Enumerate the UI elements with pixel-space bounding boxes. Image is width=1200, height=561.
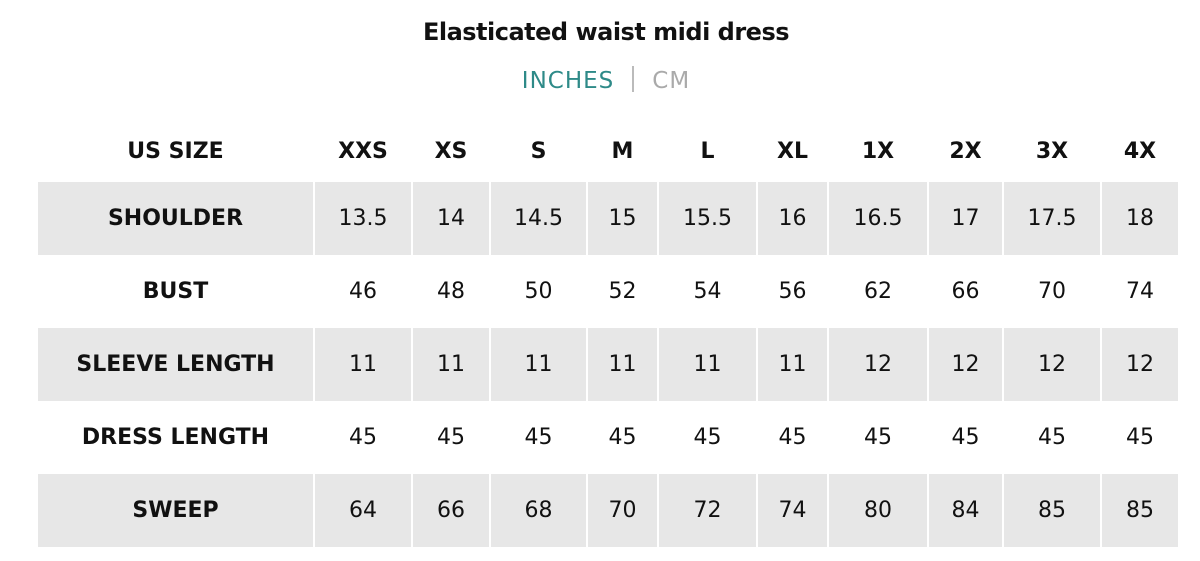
measurement-cell: 62	[827, 255, 928, 328]
size-header: 1X	[827, 120, 928, 182]
measurement-cell: 64	[313, 474, 412, 547]
unit-cm-button[interactable]: CM	[652, 68, 691, 94]
measurement-cell: 12	[927, 328, 1003, 401]
measurement-cell: 14.5	[489, 182, 587, 255]
measurement-cell: 45	[586, 401, 658, 474]
size-header: 2X	[927, 120, 1003, 182]
measurement-cell: 74	[1100, 255, 1178, 328]
size-header: S	[489, 120, 587, 182]
measurement-cell: 45	[657, 401, 757, 474]
measurement-cell: 66	[927, 255, 1003, 328]
row-label: DRESS LENGTH	[36, 401, 314, 474]
measurement-cell: 12	[1100, 328, 1178, 401]
measurement-cell: 13.5	[313, 182, 412, 255]
table-row: BUST 46 48 50 52 54 56 62 66 70 74	[36, 255, 1178, 328]
table-row: SWEEP 64 66 68 70 72 74 80 84 85 85	[36, 474, 1178, 547]
measurement-cell: 16.5	[827, 182, 928, 255]
measurement-cell: 45	[1002, 401, 1101, 474]
measurement-cell: 12	[1002, 328, 1101, 401]
measurement-cell: 68	[489, 474, 587, 547]
measurement-cell: 46	[313, 255, 412, 328]
measurement-cell: 85	[1002, 474, 1101, 547]
measurement-cell: 52	[586, 255, 658, 328]
size-header: XL	[756, 120, 828, 182]
row-label: SHOULDER	[36, 182, 314, 255]
measurement-cell: 45	[1100, 401, 1178, 474]
measurement-cell: 72	[657, 474, 757, 547]
measurement-cell: 45	[827, 401, 928, 474]
measurement-cell: 14	[411, 182, 490, 255]
size-header: M	[586, 120, 658, 182]
unit-toggle: INCHES CM	[0, 66, 1200, 94]
measurement-cell: 11	[756, 328, 828, 401]
header-row: US SIZE XXS XS S M L XL 1X 2X 3X 4X	[36, 120, 1178, 182]
measurement-cell: 56	[756, 255, 828, 328]
row-label: SLEEVE LENGTH	[36, 328, 314, 401]
measurement-cell: 50	[489, 255, 587, 328]
measurement-cell: 11	[411, 328, 490, 401]
table-row: SHOULDER 13.5 14 14.5 15 15.5 16 16.5 17 17.5 18	[36, 182, 1178, 255]
measurement-cell: 48	[411, 255, 490, 328]
measurement-cell: 70	[1002, 255, 1101, 328]
size-header: XXS	[313, 120, 412, 182]
measurement-cell: 11	[313, 328, 412, 401]
measurement-cell: 74	[756, 474, 828, 547]
page-title: Elasticated waist midi dress	[422, 18, 790, 46]
measurement-cell: 18	[1100, 182, 1178, 255]
measurement-cell: 45	[756, 401, 828, 474]
measurement-cell: 15	[586, 182, 658, 255]
size-header: 3X	[1002, 120, 1101, 182]
measurement-cell: 15.5	[657, 182, 757, 255]
measurement-cell: 70	[586, 474, 658, 547]
measurement-cell: 80	[827, 474, 928, 547]
size-label-header: US SIZE	[36, 120, 314, 182]
measurement-cell: 45	[313, 401, 412, 474]
size-header: XS	[411, 120, 490, 182]
measurement-cell: 12	[827, 328, 928, 401]
measurement-cell: 11	[657, 328, 757, 401]
measurement-cell: 54	[657, 255, 757, 328]
measurement-cell: 11	[489, 328, 587, 401]
measurement-cell: 45	[411, 401, 490, 474]
size-header: L	[657, 120, 757, 182]
measurement-cell: 85	[1100, 474, 1178, 547]
measurement-cell: 45	[489, 401, 587, 474]
unit-inches-button[interactable]: INCHES	[521, 68, 615, 94]
row-label: SWEEP	[36, 474, 314, 547]
measurement-cell: 84	[927, 474, 1003, 547]
size-header: 4X	[1100, 120, 1178, 182]
table-row: DRESS LENGTH 45 45 45 45 45 45 45 45 45 45	[36, 401, 1178, 474]
measurement-cell: 16	[756, 182, 828, 255]
measurement-cell: 17	[927, 182, 1003, 255]
table-row: SLEEVE LENGTH 11 11 11 11 11 11 12 12 12 12	[36, 328, 1178, 401]
measurement-cell: 66	[411, 474, 490, 547]
measurement-cell: 45	[927, 401, 1003, 474]
divider	[632, 66, 635, 92]
measurement-cell: 11	[586, 328, 658, 401]
size-chart-table: US SIZE XXS XS S M L XL 1X 2X 3X 4X SHOULDER 13.5 14…	[36, 120, 1178, 547]
row-label: BUST	[36, 255, 314, 328]
measurement-cell: 17.5	[1002, 182, 1101, 255]
